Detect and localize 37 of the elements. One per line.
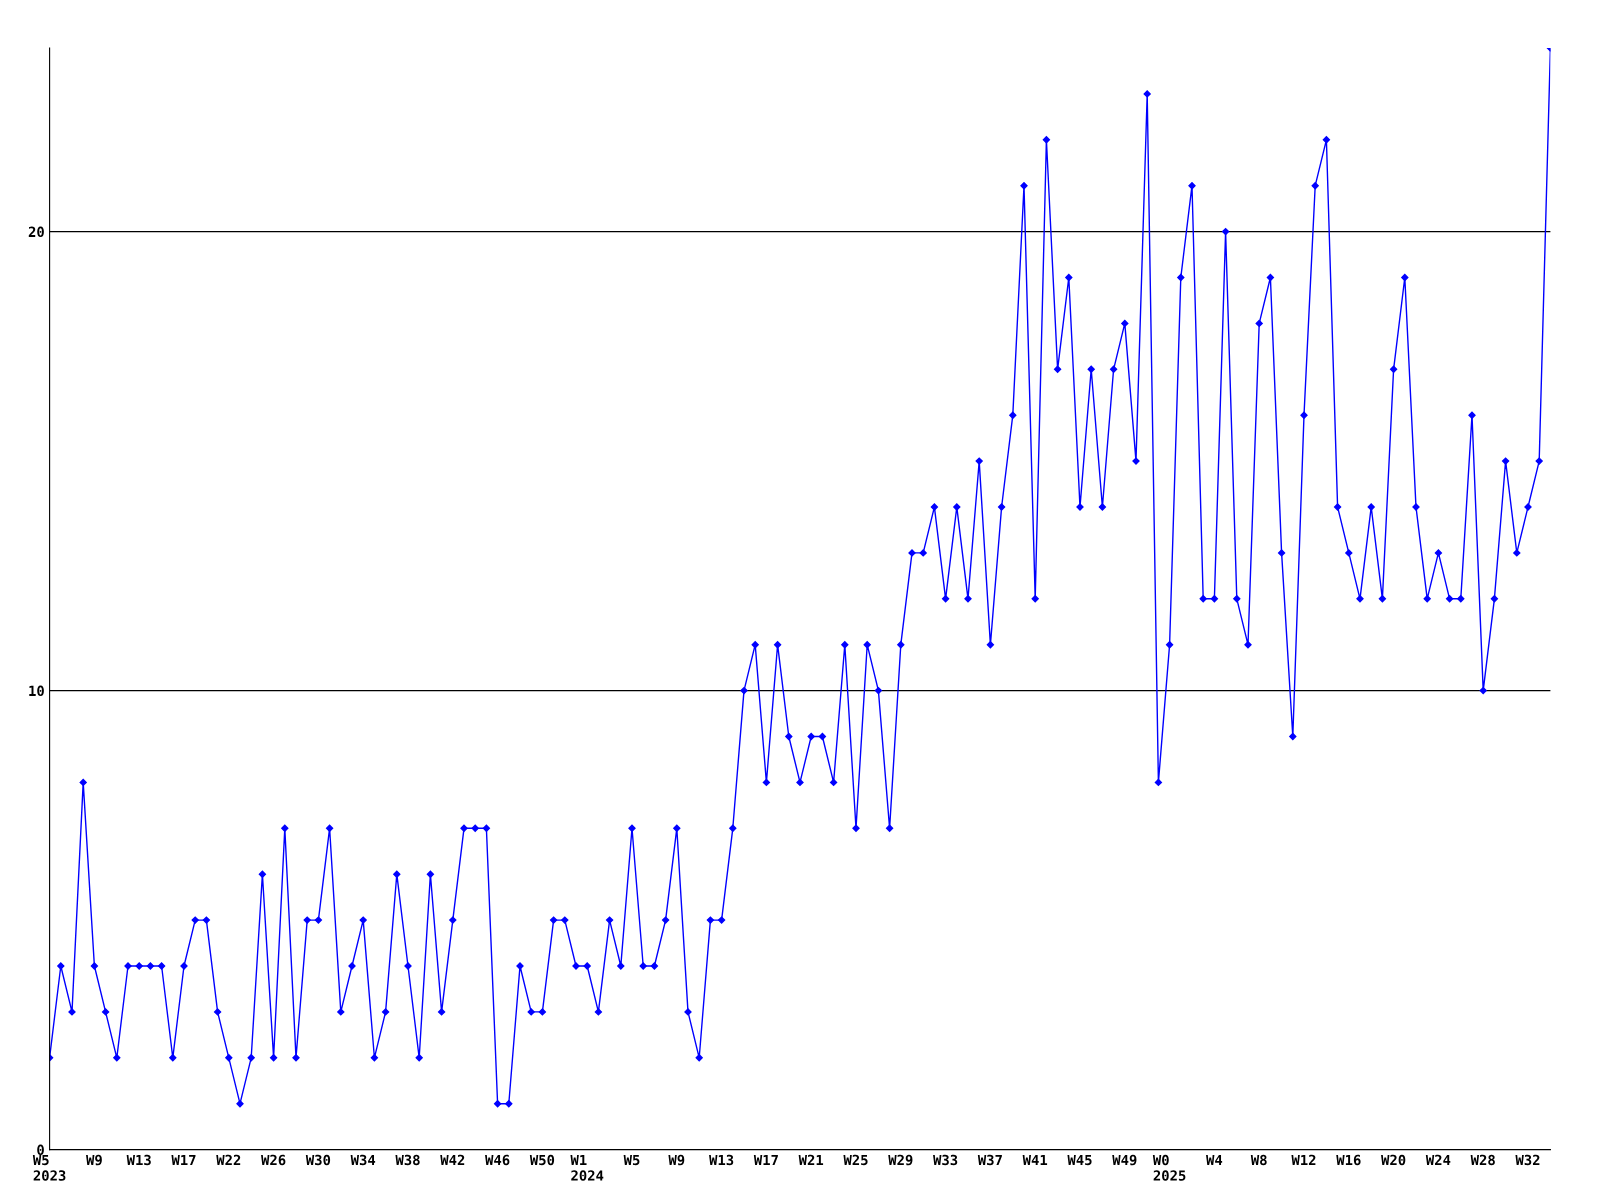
y-tick-label: 0 — [37, 1144, 44, 1156]
x-tick-label: W49 — [1112, 1154, 1137, 1166]
x-tick-label: W12 — [1291, 1154, 1316, 1166]
x-tick-label: W25 — [843, 1154, 868, 1166]
x-tick-label: W13 — [709, 1154, 734, 1166]
x-tick-label: W1 2024 — [570, 1154, 604, 1181]
x-tick-label: W9 — [668, 1154, 685, 1166]
x-tick-label: W5 — [623, 1154, 640, 1166]
x-tick-label: W26 — [261, 1154, 286, 1166]
x-tick-label: W24 — [1425, 1154, 1451, 1166]
x-tick-label: W13 — [126, 1154, 151, 1166]
y-tick-label: 20 — [28, 226, 44, 238]
x-tick-label: W38 — [395, 1154, 420, 1166]
x-tick-label: W50 — [529, 1154, 555, 1166]
x-tick-label: W5 2023 — [32, 1154, 66, 1181]
x-tick-label: W30 — [305, 1154, 331, 1166]
x-tick-label: W29 — [888, 1154, 913, 1166]
y-tick-label: 10 — [29, 685, 44, 697]
x-tick-label: W28 — [1470, 1154, 1495, 1166]
x-tick-label: W9 — [86, 1154, 102, 1166]
x-tick-label: W33 — [933, 1154, 958, 1166]
x-tick-label: W20 — [1381, 1154, 1406, 1166]
x-tick-label: W16 — [1336, 1154, 1361, 1166]
x-tick-label: W17 — [753, 1154, 778, 1166]
x-tick-label: W42 — [440, 1154, 465, 1166]
x-tick-label: W4 — [1206, 1154, 1223, 1166]
x-tick-label: W34 — [350, 1154, 376, 1166]
x-tick-label: W17 — [171, 1154, 196, 1166]
x-tick-label: W32 — [1515, 1154, 1540, 1166]
x-tick-label: W37 — [977, 1154, 1002, 1166]
x-tick-label: W45 — [1067, 1154, 1092, 1166]
x-tick-label: W0 2025 — [1152, 1154, 1186, 1181]
x-tick-label: W41 — [1022, 1154, 1048, 1166]
x-tick-label: W46 — [485, 1154, 510, 1166]
x-tick-label: W22 — [216, 1154, 241, 1166]
x-tick-label: W21 — [798, 1154, 824, 1166]
x-tick-label: W8 — [1250, 1154, 1267, 1166]
